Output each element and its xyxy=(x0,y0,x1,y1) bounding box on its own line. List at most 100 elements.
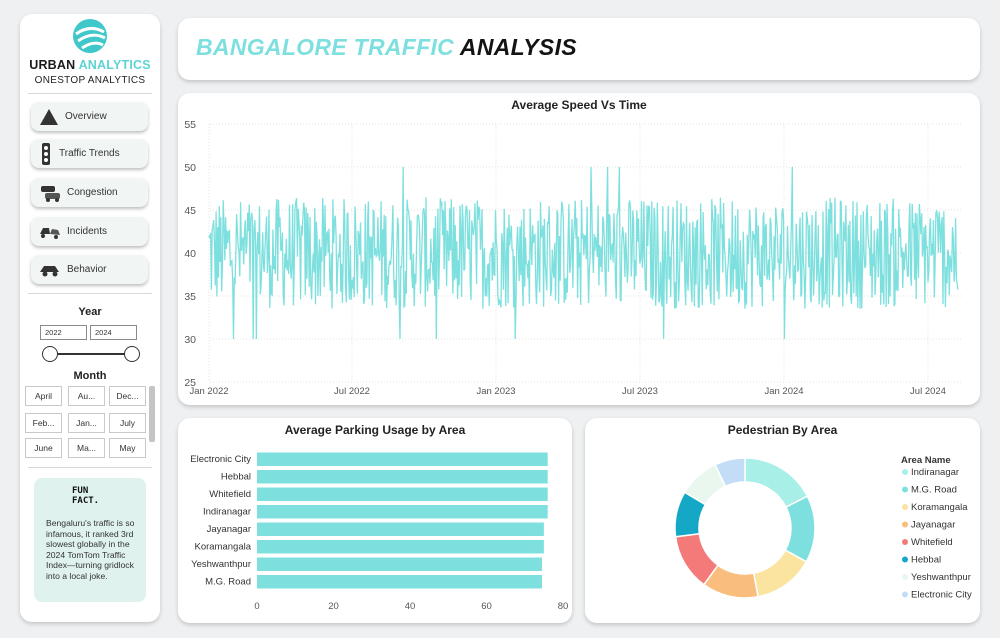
bar-jayanagar xyxy=(257,522,544,536)
legend-label: Yeshwanthpur xyxy=(911,572,971,583)
brand-name: URBAN ANALYTICS xyxy=(29,58,151,72)
x-tick-label: 40 xyxy=(405,601,416,612)
fun-fact-card: FUN FACT. Bengaluru's traffic is so infa… xyxy=(34,478,146,602)
header: BANGALORE TRAFFIC ANALYSIS xyxy=(178,18,980,80)
y-tick-label: 40 xyxy=(184,248,196,260)
bar-m-g-road xyxy=(257,575,542,589)
month-option[interactable]: Au... xyxy=(68,386,105,406)
pedestrian-chart-card: Pedestrian By Area Area Name Indiranagar M… xyxy=(585,418,980,623)
year-filter-title: Year xyxy=(78,306,102,318)
legend-label: M.G. Road xyxy=(911,485,957,496)
legend-swatch xyxy=(902,469,908,475)
year-slider-end-handle[interactable] xyxy=(124,346,140,362)
speed-chart-card: Average Speed Vs Time 25 30 35 40 45 50 55 Jan … xyxy=(178,93,980,405)
month-filter-title: Month xyxy=(73,370,107,382)
month-option[interactable]: Ma... xyxy=(68,438,105,458)
x-tick-label: 0 xyxy=(254,601,259,612)
nav-overview-label: Overview xyxy=(65,111,107,122)
category-label: Indiranagar xyxy=(203,507,251,518)
nav-incidents-button[interactable]: Incidents xyxy=(31,217,148,246)
category-label: Koramangala xyxy=(194,542,251,553)
slice-electronic-city xyxy=(714,457,746,488)
x-tick-label: Jan 2023 xyxy=(476,386,515,397)
bar-whitefield xyxy=(257,487,548,501)
x-tick-label: 80 xyxy=(558,601,569,612)
car-crash-icon xyxy=(40,227,60,239)
x-tick-label: Jul 2023 xyxy=(622,386,658,397)
speed-chart-title: Average Speed Vs Time xyxy=(511,98,647,112)
slice-indiranagar xyxy=(744,457,809,509)
divider xyxy=(28,467,152,468)
y-tick-label: 35 xyxy=(184,291,196,303)
year-to-input[interactable]: 2024 xyxy=(90,325,137,340)
y-tick-label: 30 xyxy=(184,334,196,346)
car-behavior-icon xyxy=(40,265,59,276)
congestion-cars-icon xyxy=(41,185,60,202)
speed-chart: 25 30 35 40 45 50 55 Jan 2022 Jul 2022 Jan 2023 Ju… xyxy=(184,119,963,397)
legend-label: Jayanagar xyxy=(911,520,955,531)
brand-subtitle: ONESTOP ANALYTICS xyxy=(34,75,146,86)
bar-hebbal xyxy=(257,470,548,484)
month-option[interactable]: June xyxy=(25,438,62,458)
year-slider-track[interactable] xyxy=(50,353,132,355)
legend-swatch xyxy=(902,574,908,580)
legend-swatch xyxy=(902,556,908,563)
bar-indiranagar xyxy=(257,505,548,519)
sidebar: URBAN ANALYTICS ONESTOP ANALYTICS Overvi… xyxy=(20,14,160,622)
month-list-scrollbar[interactable] xyxy=(149,386,155,442)
bar-koramangala xyxy=(257,540,544,554)
y-tick-label: 25 xyxy=(184,377,196,389)
month-option[interactable]: Feb... xyxy=(25,413,62,433)
x-tick-label: Jan 2022 xyxy=(189,386,228,397)
warning-sign-icon xyxy=(40,108,58,125)
bar-yeshwanthpur xyxy=(257,557,542,571)
x-tick-label: 20 xyxy=(328,601,339,612)
nav-traffic-trends-button[interactable]: Traffic Trends xyxy=(31,139,148,168)
parking-chart-title: Average Parking Usage by Area xyxy=(284,423,466,437)
pedestrian-chart-title: Pedestrian By Area xyxy=(727,423,838,437)
nav-overview-button[interactable]: Overview xyxy=(31,102,148,131)
parking-chart-card: Average Parking Usage by Area Electronic… xyxy=(178,418,572,623)
month-option[interactable]: April xyxy=(25,386,62,406)
x-tick-label: Jul 2022 xyxy=(334,386,370,397)
nav-behavior-button[interactable]: Behavior xyxy=(31,255,148,284)
month-option[interactable]: July xyxy=(109,413,146,433)
traffic-light-icon xyxy=(42,142,50,165)
y-tick-label: 50 xyxy=(184,162,196,174)
legend-label: Indiranagar xyxy=(911,467,959,478)
category-label: Yeshwanthpur xyxy=(191,559,251,570)
fun-fact-text: Bengaluru's traffic is so infamous, it r… xyxy=(46,518,135,581)
bar-electronic-city xyxy=(257,452,548,466)
category-label: M.G. Road xyxy=(205,577,251,588)
year-slider-start-handle[interactable] xyxy=(42,346,58,362)
month-option[interactable]: Jan... xyxy=(68,413,105,433)
nav-congestion-button[interactable]: Congestion xyxy=(31,178,148,207)
month-option[interactable]: May xyxy=(109,438,146,458)
slice-koramangala xyxy=(752,549,808,598)
nav-congestion-label: Congestion xyxy=(67,187,118,198)
legend-label: Whitefield xyxy=(911,537,953,548)
x-tick-label: Jan 2024 xyxy=(764,386,803,397)
page-title: BANGALORE TRAFFIC ANALYSIS xyxy=(196,34,577,60)
legend-label: Koramangala xyxy=(911,502,968,513)
logo-icon xyxy=(73,19,107,53)
category-label: Whitefield xyxy=(209,489,251,500)
divider xyxy=(28,93,152,94)
divider xyxy=(28,293,152,294)
parking-chart: Electronic City Hebbal Whitefield Indiranag… xyxy=(190,452,569,612)
nav-behavior-label: Behavior xyxy=(67,264,107,275)
nav-traffic-trends-label: Traffic Trends xyxy=(59,148,120,159)
legend-label: Hebbal xyxy=(911,555,941,566)
y-tick-label: 45 xyxy=(184,205,196,217)
legend-swatch xyxy=(902,486,908,493)
x-tick-label: 60 xyxy=(481,601,492,612)
category-label: Jayanagar xyxy=(207,524,251,535)
legend-label: Electronic City xyxy=(911,590,972,601)
category-label: Hebbal xyxy=(221,472,251,483)
legend-swatch xyxy=(902,539,908,545)
x-tick-label: Jul 2024 xyxy=(910,386,946,397)
month-option[interactable]: Dec... xyxy=(109,386,146,406)
year-from-input[interactable]: 2022 xyxy=(40,325,87,340)
fun-fact-title: FUN FACT. xyxy=(72,486,100,506)
